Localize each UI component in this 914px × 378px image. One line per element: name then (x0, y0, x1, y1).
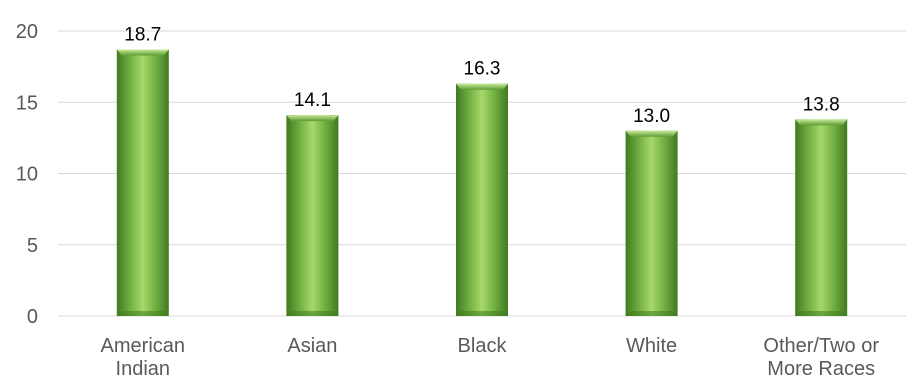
y-tick-label: 10 (16, 164, 38, 186)
x-category-label: Asian (287, 335, 337, 357)
bar-group (456, 83, 508, 316)
bar (456, 83, 508, 316)
data-label: 16.3 (464, 59, 501, 80)
bar-bevel (456, 83, 508, 90)
y-tick-label: 20 (16, 21, 38, 43)
data-label: 13.0 (633, 106, 670, 127)
bar-bevel (116, 49, 169, 56)
x-category-label-line: Other/Two or (763, 335, 879, 357)
bar-bevel (625, 130, 678, 137)
x-category-label-line: White (626, 335, 677, 357)
y-tick-label: 0 (27, 306, 38, 328)
bar-group (625, 130, 678, 316)
x-category-label: Other/Two or More Races (763, 335, 879, 378)
y-tick-label: 5 (27, 235, 38, 257)
data-labels: 18.7 14.1 16.3 13.0 13.8 (124, 25, 839, 127)
x-category-label-line: American (101, 335, 185, 357)
x-category-label-line: Indian (116, 358, 171, 378)
data-label: 13.8 (803, 94, 840, 115)
x-category-label-line: More Races (767, 358, 875, 378)
x-axis-categories: American Indian Asian Black White Other/Two o… (101, 335, 880, 378)
bar-group (286, 115, 339, 316)
bar-base-bevel (286, 311, 339, 316)
bar-group (795, 119, 848, 316)
bar (116, 49, 169, 317)
bar (625, 130, 678, 316)
bar-base-bevel (456, 311, 508, 316)
x-category-label: Black (458, 335, 508, 357)
x-category-label: White (626, 335, 677, 357)
bar (795, 119, 848, 316)
x-category-label-line: Asian (287, 335, 337, 357)
bar-base-bevel (625, 311, 678, 316)
bar-bevel (795, 119, 848, 126)
bar-base-bevel (795, 311, 848, 316)
y-axis-ticks: 0 5 10 15 20 (16, 21, 38, 328)
x-category-label: American Indian (101, 335, 185, 378)
data-label: 18.7 (124, 25, 161, 46)
x-category-label-line: Black (458, 335, 508, 357)
bar-group (116, 49, 169, 317)
bar-base-bevel (116, 311, 169, 316)
bar-bevel (286, 115, 339, 122)
y-tick-label: 15 (16, 92, 38, 114)
bar (286, 115, 339, 316)
bars (116, 49, 848, 317)
data-label: 14.1 (294, 90, 331, 111)
